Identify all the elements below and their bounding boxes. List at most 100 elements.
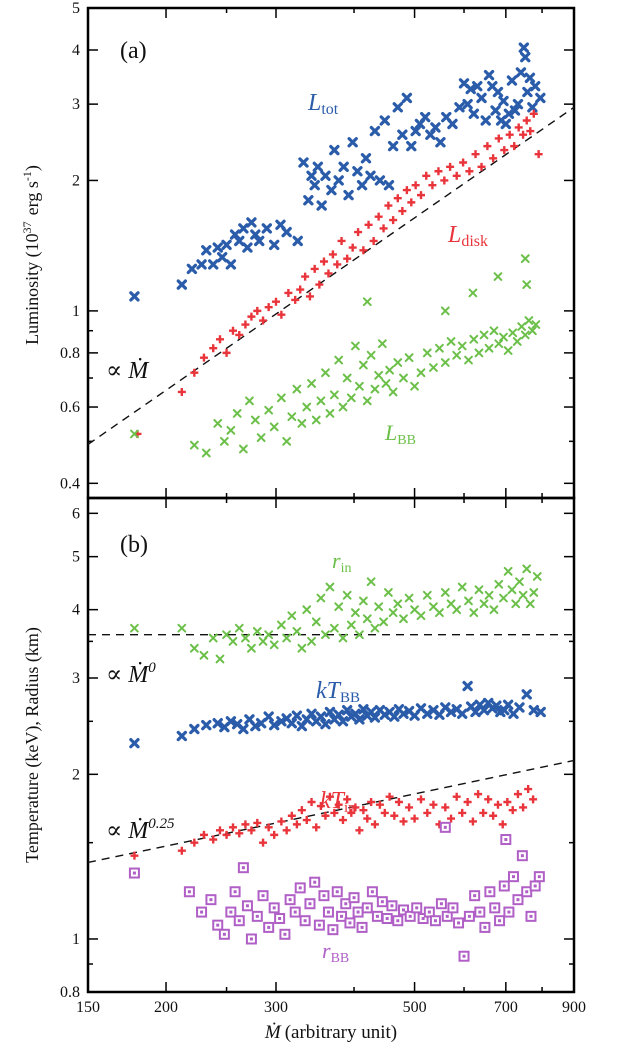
data-point bbox=[518, 42, 530, 53]
fit-line-b1 bbox=[87, 759, 575, 864]
data-point bbox=[232, 409, 242, 418]
data-point bbox=[518, 590, 528, 600]
data-point bbox=[199, 353, 208, 362]
data-point bbox=[212, 242, 223, 253]
data-point-center bbox=[451, 906, 455, 910]
data-point-center bbox=[445, 914, 449, 918]
data-point bbox=[489, 326, 499, 336]
data-point bbox=[302, 605, 312, 615]
data-point bbox=[130, 623, 139, 633]
data-point bbox=[324, 706, 336, 718]
data-point bbox=[525, 599, 535, 609]
data-point bbox=[338, 161, 349, 173]
data-point bbox=[261, 223, 273, 234]
data-point bbox=[435, 137, 446, 148]
data-point bbox=[458, 808, 467, 817]
data-point bbox=[334, 602, 344, 612]
data-point bbox=[514, 123, 523, 132]
y-tick-label: 1 bbox=[72, 931, 80, 948]
data-point bbox=[505, 130, 514, 139]
data-point bbox=[367, 798, 376, 807]
data-point bbox=[351, 803, 360, 812]
data-point bbox=[343, 795, 352, 804]
data-point bbox=[452, 350, 462, 360]
data-point bbox=[253, 306, 262, 315]
series-b3 bbox=[128, 821, 545, 962]
data-point bbox=[370, 820, 379, 829]
data-point bbox=[177, 846, 186, 855]
data-point-center bbox=[533, 884, 537, 888]
data-point bbox=[508, 806, 517, 815]
data-point-center bbox=[390, 904, 394, 908]
panel-b-fit-lines bbox=[87, 633, 575, 864]
data-point bbox=[246, 217, 257, 228]
data-point bbox=[312, 823, 321, 832]
data-point bbox=[469, 334, 479, 344]
data-point bbox=[422, 590, 432, 600]
data-point bbox=[343, 189, 354, 201]
data-point bbox=[316, 802, 325, 811]
data-point bbox=[320, 718, 331, 730]
data-point bbox=[401, 92, 413, 104]
data-point bbox=[446, 162, 455, 171]
data-point bbox=[306, 170, 317, 181]
data-point bbox=[514, 702, 525, 713]
data-point bbox=[324, 269, 333, 278]
data-point bbox=[212, 718, 223, 729]
data-point bbox=[259, 316, 268, 325]
data-point-center bbox=[261, 894, 265, 898]
panel-b-tag: (b) bbox=[120, 532, 148, 558]
data-point bbox=[325, 409, 335, 418]
series-label-ltot: Ltot bbox=[307, 90, 339, 118]
data-point bbox=[302, 816, 311, 825]
data-point bbox=[369, 236, 378, 245]
data-point bbox=[176, 730, 188, 742]
series-label-ktin: kTin bbox=[320, 788, 356, 816]
data-point-center bbox=[313, 880, 317, 884]
data-point bbox=[354, 228, 363, 237]
series-b1 bbox=[129, 680, 546, 749]
data-point bbox=[429, 800, 438, 809]
data-point bbox=[316, 593, 326, 603]
data-point bbox=[527, 102, 538, 113]
data-point-center bbox=[483, 925, 487, 929]
data-point bbox=[520, 330, 530, 340]
y-tick-label: 0.8 bbox=[60, 984, 80, 1001]
data-point bbox=[457, 708, 468, 720]
data-point bbox=[177, 387, 186, 396]
data-point-center bbox=[421, 917, 425, 921]
data-point bbox=[301, 272, 310, 281]
data-point bbox=[521, 689, 532, 700]
data-point bbox=[393, 194, 402, 203]
data-point bbox=[298, 157, 309, 168]
data-point bbox=[489, 811, 498, 820]
data-point-center bbox=[237, 919, 241, 923]
data-point bbox=[241, 633, 250, 643]
data-point bbox=[383, 588, 393, 597]
data-point bbox=[315, 711, 327, 722]
data-point bbox=[177, 623, 187, 633]
y-tick-label: 3 bbox=[72, 96, 80, 113]
data-point-center bbox=[525, 890, 529, 894]
x-tick-label: 150 bbox=[76, 999, 100, 1016]
data-point bbox=[509, 105, 521, 116]
data-point bbox=[264, 405, 274, 415]
data-point bbox=[190, 838, 199, 847]
data-point bbox=[483, 69, 495, 81]
data-point-center bbox=[507, 910, 511, 914]
data-point bbox=[369, 712, 381, 723]
data-point bbox=[534, 150, 543, 159]
data-point bbox=[268, 239, 280, 251]
data-point bbox=[500, 146, 509, 155]
data-point bbox=[452, 171, 461, 180]
data-point bbox=[471, 150, 480, 159]
data-point bbox=[316, 396, 326, 406]
data-point bbox=[503, 566, 513, 576]
data-point-center bbox=[288, 898, 292, 902]
data-point-center bbox=[200, 910, 204, 914]
data-point bbox=[358, 596, 368, 606]
data-point bbox=[489, 154, 498, 163]
data-point bbox=[484, 795, 493, 804]
data-point-center bbox=[249, 937, 253, 941]
data-point-center bbox=[433, 919, 437, 923]
